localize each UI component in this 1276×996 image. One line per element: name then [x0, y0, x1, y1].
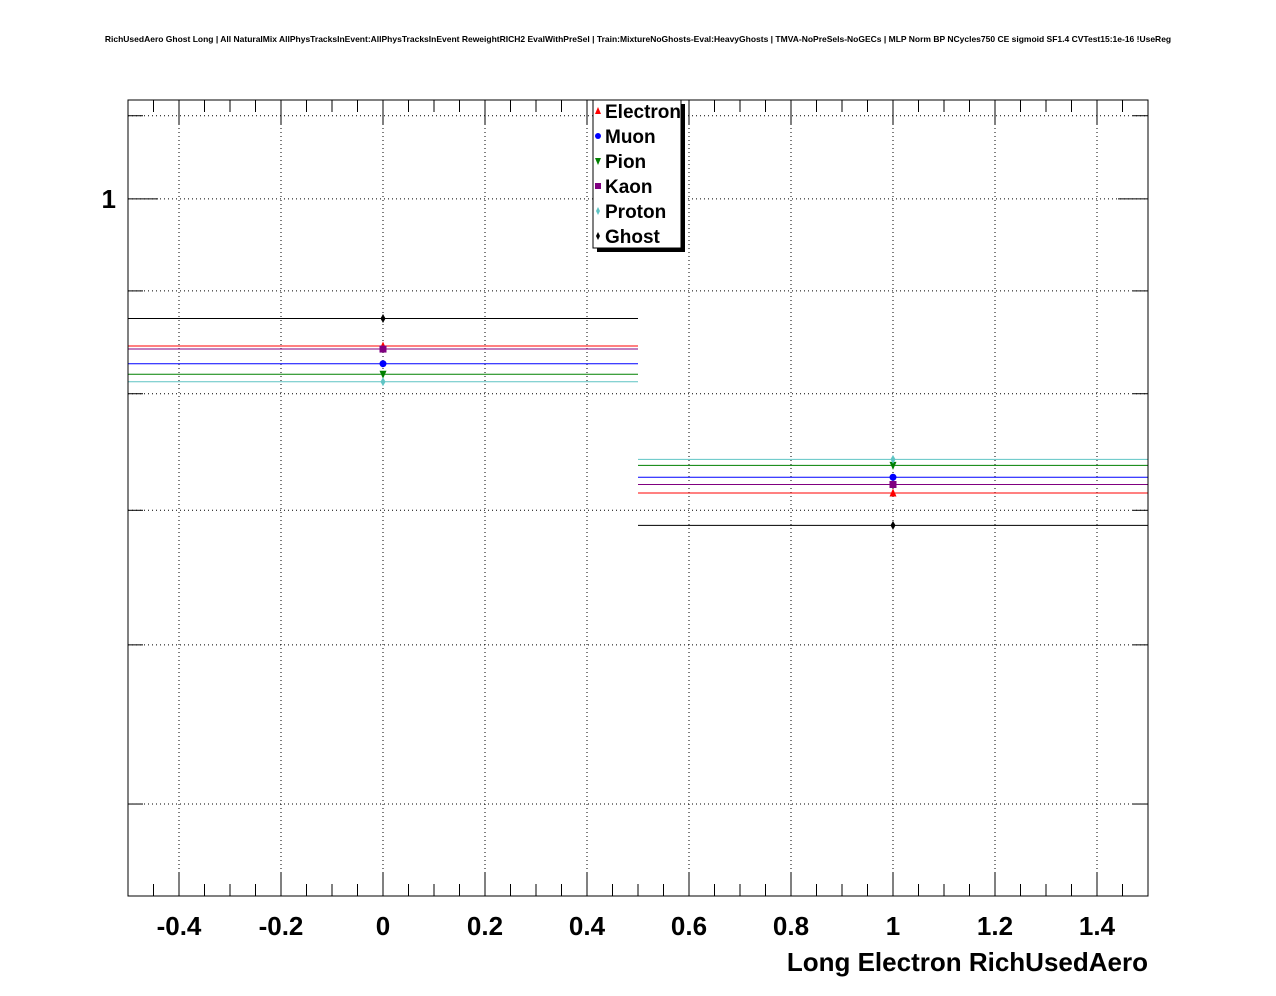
legend-label: Proton [605, 202, 666, 223]
chart-title: RichUsedAero Ghost Long | All NaturalMix… [104, 34, 1172, 44]
x-tick-label: 0.6 [671, 911, 707, 941]
series-proton [128, 377, 1148, 464]
series-kaon [128, 345, 1148, 488]
data-point [890, 454, 896, 464]
x-tick-label: 0.8 [773, 911, 809, 941]
x-axis-label: Long Electron RichUsedAero [787, 947, 1148, 977]
legend-label: Muon [605, 127, 656, 148]
legend-marker [595, 107, 601, 114]
y-tick-label: 1 [102, 184, 116, 214]
x-tick-label: 0.2 [467, 911, 503, 941]
data-point [889, 488, 897, 497]
x-tick-label: -0.4 [157, 911, 202, 941]
data-point [889, 461, 897, 470]
series-muon [128, 360, 1148, 481]
data-point [889, 480, 897, 488]
legend-label: Ghost [605, 227, 661, 248]
data-point [379, 345, 387, 353]
data-point [380, 313, 386, 323]
x-tick-label: 1 [886, 911, 900, 941]
legend: Electron Muon Pion Kaon Proton Ghost [592, 99, 685, 252]
legend-marker [595, 183, 601, 189]
legend-label: Electron [605, 102, 681, 123]
series-layer [128, 313, 1148, 530]
legend-marker [595, 133, 601, 139]
legend-marker [596, 207, 600, 215]
x-tick-label: 1.4 [1079, 911, 1116, 941]
x-tick-label: 1.2 [977, 911, 1013, 941]
x-tick-label: 0 [376, 911, 390, 941]
legend-label: Kaon [605, 177, 653, 198]
x-tick-labels: -0.4 -0.2 0 0.2 0.4 0.6 0.8 1 1.2 1.4 [157, 911, 1116, 941]
axis-ticks [128, 100, 1148, 896]
grid-lines [128, 100, 1148, 896]
series-ghost [128, 313, 1148, 530]
legend-marker [595, 158, 601, 165]
legend-box [592, 99, 682, 249]
y-tick-labels: 1 [102, 184, 116, 214]
x-tick-label: -0.2 [259, 911, 304, 941]
series-pion [128, 370, 1148, 470]
data-point [889, 473, 897, 481]
data-point [379, 360, 387, 368]
legend-marker [596, 232, 600, 240]
data-point [379, 370, 387, 379]
x-tick-label: 0.4 [569, 911, 606, 941]
data-point [380, 377, 386, 387]
legend-label: Pion [605, 152, 646, 173]
data-point [890, 520, 896, 530]
